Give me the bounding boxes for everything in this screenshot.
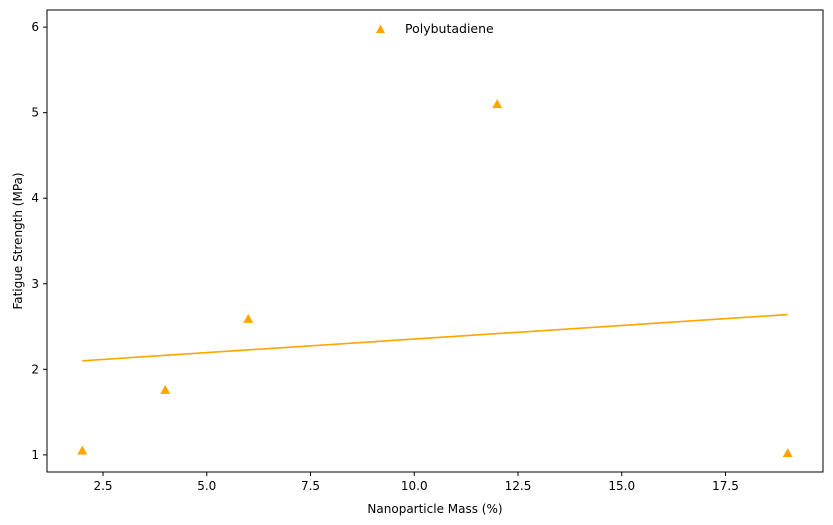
data-points-layer	[77, 99, 793, 458]
y-tick-label: 5	[31, 106, 39, 120]
x-axis-ticks: 2.5 5.0 7.5 10.0 12.5 15.0 17.5	[93, 472, 739, 493]
y-axis-label: Fatigue Strength (MPa)	[11, 172, 25, 309]
y-tick-label: 1	[31, 448, 39, 462]
y-axis-ticks: 1 2 3 4 5 6	[31, 20, 47, 462]
legend-marker-polybutadiene	[376, 24, 385, 33]
data-point	[160, 384, 171, 394]
trendline	[82, 313, 788, 362]
data-point	[492, 99, 503, 109]
x-tick-label: 5.0	[197, 479, 216, 493]
y-tick-label: 3	[31, 277, 39, 291]
x-tick-label: 7.5	[301, 479, 320, 493]
plot-frame	[46, 9, 824, 473]
y-tick-label: 6	[31, 20, 39, 34]
y-tick-label: 2	[31, 362, 39, 376]
plot-area	[46, 9, 824, 473]
data-point	[77, 445, 88, 455]
data-point	[782, 448, 793, 458]
x-tick-label: 12.5	[505, 479, 532, 493]
data-point	[243, 313, 254, 323]
x-tick-label: 17.5	[712, 479, 739, 493]
legend-label-polybutadiene: Polybutadiene	[405, 21, 494, 36]
x-tick-label: 10.0	[401, 479, 428, 493]
x-tick-label: 2.5	[93, 479, 112, 493]
legend: Polybutadiene	[376, 21, 494, 36]
x-tick-label: 15.0	[608, 479, 635, 493]
trendline-layer	[82, 313, 788, 362]
x-axis-label: Nanoparticle Mass (%)	[367, 502, 502, 516]
y-tick-label: 4	[31, 191, 39, 205]
